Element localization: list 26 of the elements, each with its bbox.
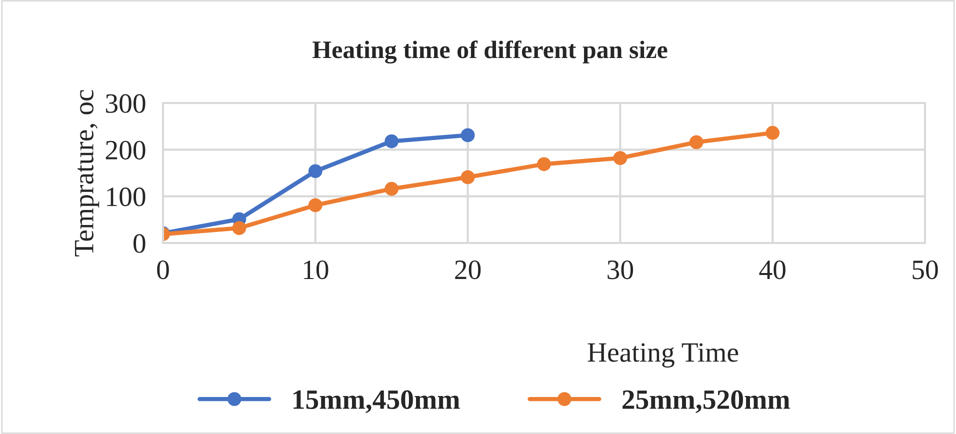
point — [766, 126, 780, 140]
y-tick-label: 300 — [106, 94, 146, 113]
legend-label: 15mm,450mm — [294, 390, 460, 414]
point — [308, 164, 322, 178]
point — [308, 198, 322, 212]
point — [613, 151, 628, 166]
x-tick-label: 40 — [759, 260, 786, 280]
x-tick-label: 20 — [455, 260, 481, 280]
x-axis-title: Heating Time — [588, 343, 738, 368]
x-tick-label: 10 — [304, 260, 328, 280]
y-tick-label: 200 — [106, 140, 146, 160]
point — [537, 157, 551, 172]
point — [460, 170, 475, 184]
x-tick-label: 30 — [608, 260, 634, 280]
legend-label: 25mm,520mm — [622, 390, 790, 414]
point — [384, 134, 399, 148]
y-tick-label: 100 — [107, 188, 146, 206]
y-tick-label: 0 — [134, 234, 146, 253]
x-tick-label: 50 — [912, 260, 938, 280]
point — [232, 221, 246, 236]
chart-title: Heating time of different pan size — [312, 40, 668, 64]
point — [460, 128, 475, 142]
point — [689, 135, 704, 150]
point — [384, 182, 399, 196]
y-axis-title: Temprature, oc — [75, 90, 100, 256]
x-tick-label: 0 — [157, 260, 169, 280]
